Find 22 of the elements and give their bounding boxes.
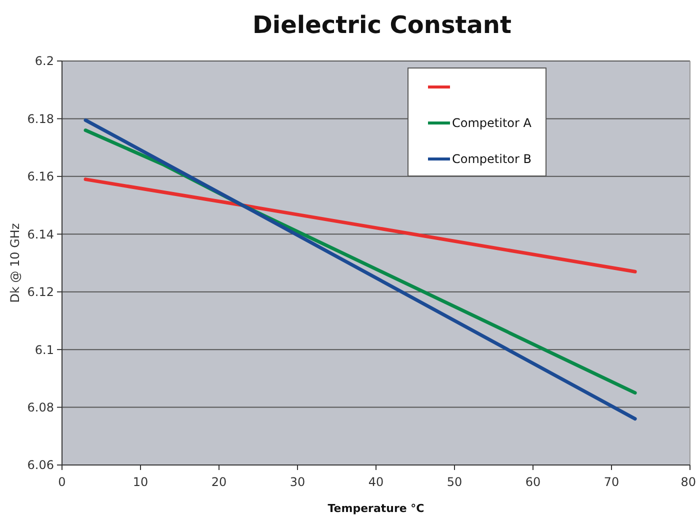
y-tick-label: 6.18 xyxy=(27,112,54,126)
legend-label: Competitor B xyxy=(452,152,532,166)
x-tick-label: 50 xyxy=(446,475,462,489)
y-tick-label: 6.16 xyxy=(27,170,54,184)
x-tick-label: 0 xyxy=(58,475,66,489)
x-tick-label: 70 xyxy=(604,475,620,489)
y-axis-title: Dk @ 10 GHz xyxy=(8,223,22,303)
x-tick-label: 30 xyxy=(290,475,306,489)
legend-label: Competitor A xyxy=(452,116,532,130)
x-tick-label: 20 xyxy=(211,475,227,489)
x-tick-label: 60 xyxy=(525,475,541,489)
x-tick-label: 10 xyxy=(132,475,148,489)
chart-title: Dielectric Constant xyxy=(252,11,512,39)
x-tick-label: 40 xyxy=(368,475,384,489)
y-tick-label: 6.2 xyxy=(34,54,54,68)
y-tick-label: 6.1 xyxy=(34,342,54,357)
y-tick-label: 6.08 xyxy=(27,400,54,414)
y-tick-label: 6.06 xyxy=(27,458,54,472)
y-tick-label: 6.14 xyxy=(27,227,54,242)
x-axis-title: Temperature °C xyxy=(328,502,424,515)
y-tick-label: 6.12 xyxy=(27,285,54,300)
x-tick-label: 80 xyxy=(680,475,696,489)
